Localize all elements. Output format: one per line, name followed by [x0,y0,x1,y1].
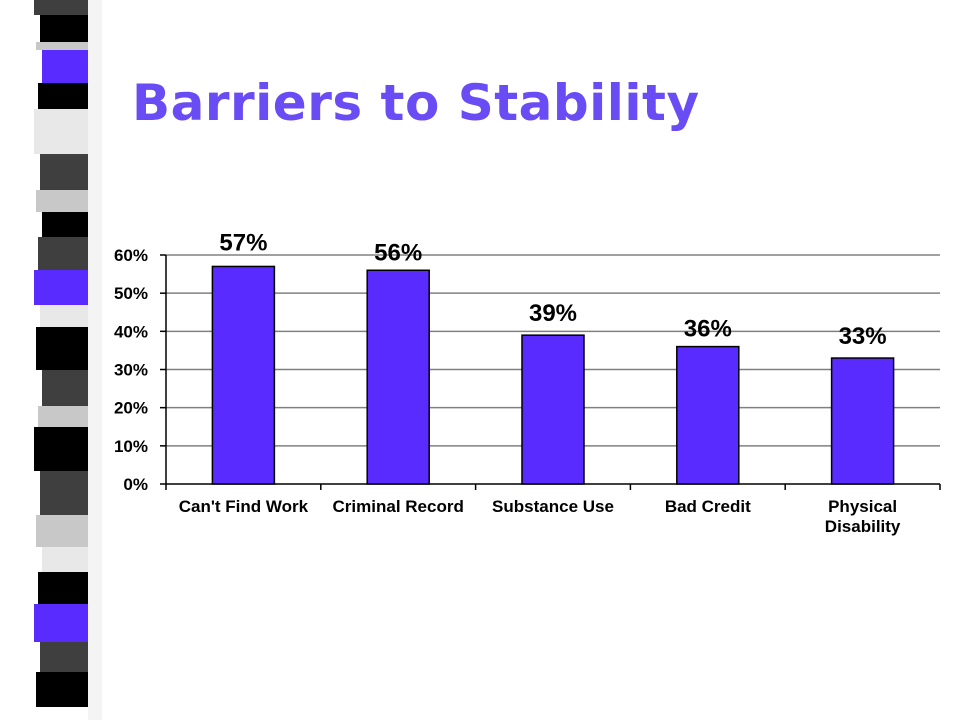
data-label: 33% [839,323,887,350]
bar [366,269,430,485]
data-label: 57% [219,229,267,256]
y-tick-label: 40% [114,322,148,341]
bar [521,334,585,485]
x-category-label: Disability [825,517,901,536]
bar [830,357,895,485]
data-label: 56% [374,239,422,266]
y-tick-label: 20% [114,399,148,418]
x-category-label: Bad Credit [665,497,751,516]
y-tick-label: 10% [114,437,148,456]
bar [211,265,276,485]
x-category-label: Physical [828,497,897,516]
x-category-label: Can't Find Work [179,497,309,516]
data-labels: 57% 56% 39% 36% 33% [219,229,886,350]
y-axis-ticks: 0% 10% 20% 30% 40% 50% 60% [114,246,148,494]
y-tick-label: 0% [123,475,148,494]
x-category-label: Criminal Record [333,497,464,516]
x-category-label: Substance Use [492,497,614,516]
bar [676,345,740,485]
y-tick-label: 30% [114,361,148,380]
y-tick-label: 50% [114,284,148,303]
data-label: 36% [684,316,732,343]
decorative-side-strip [34,0,102,720]
y-tick-label: 60% [114,246,148,265]
data-label: 39% [529,300,577,327]
x-axis-categories: Can't Find Work Criminal Record Substance … [179,497,901,536]
page-title: Barriers to Stability [132,74,700,132]
bars [211,265,895,485]
